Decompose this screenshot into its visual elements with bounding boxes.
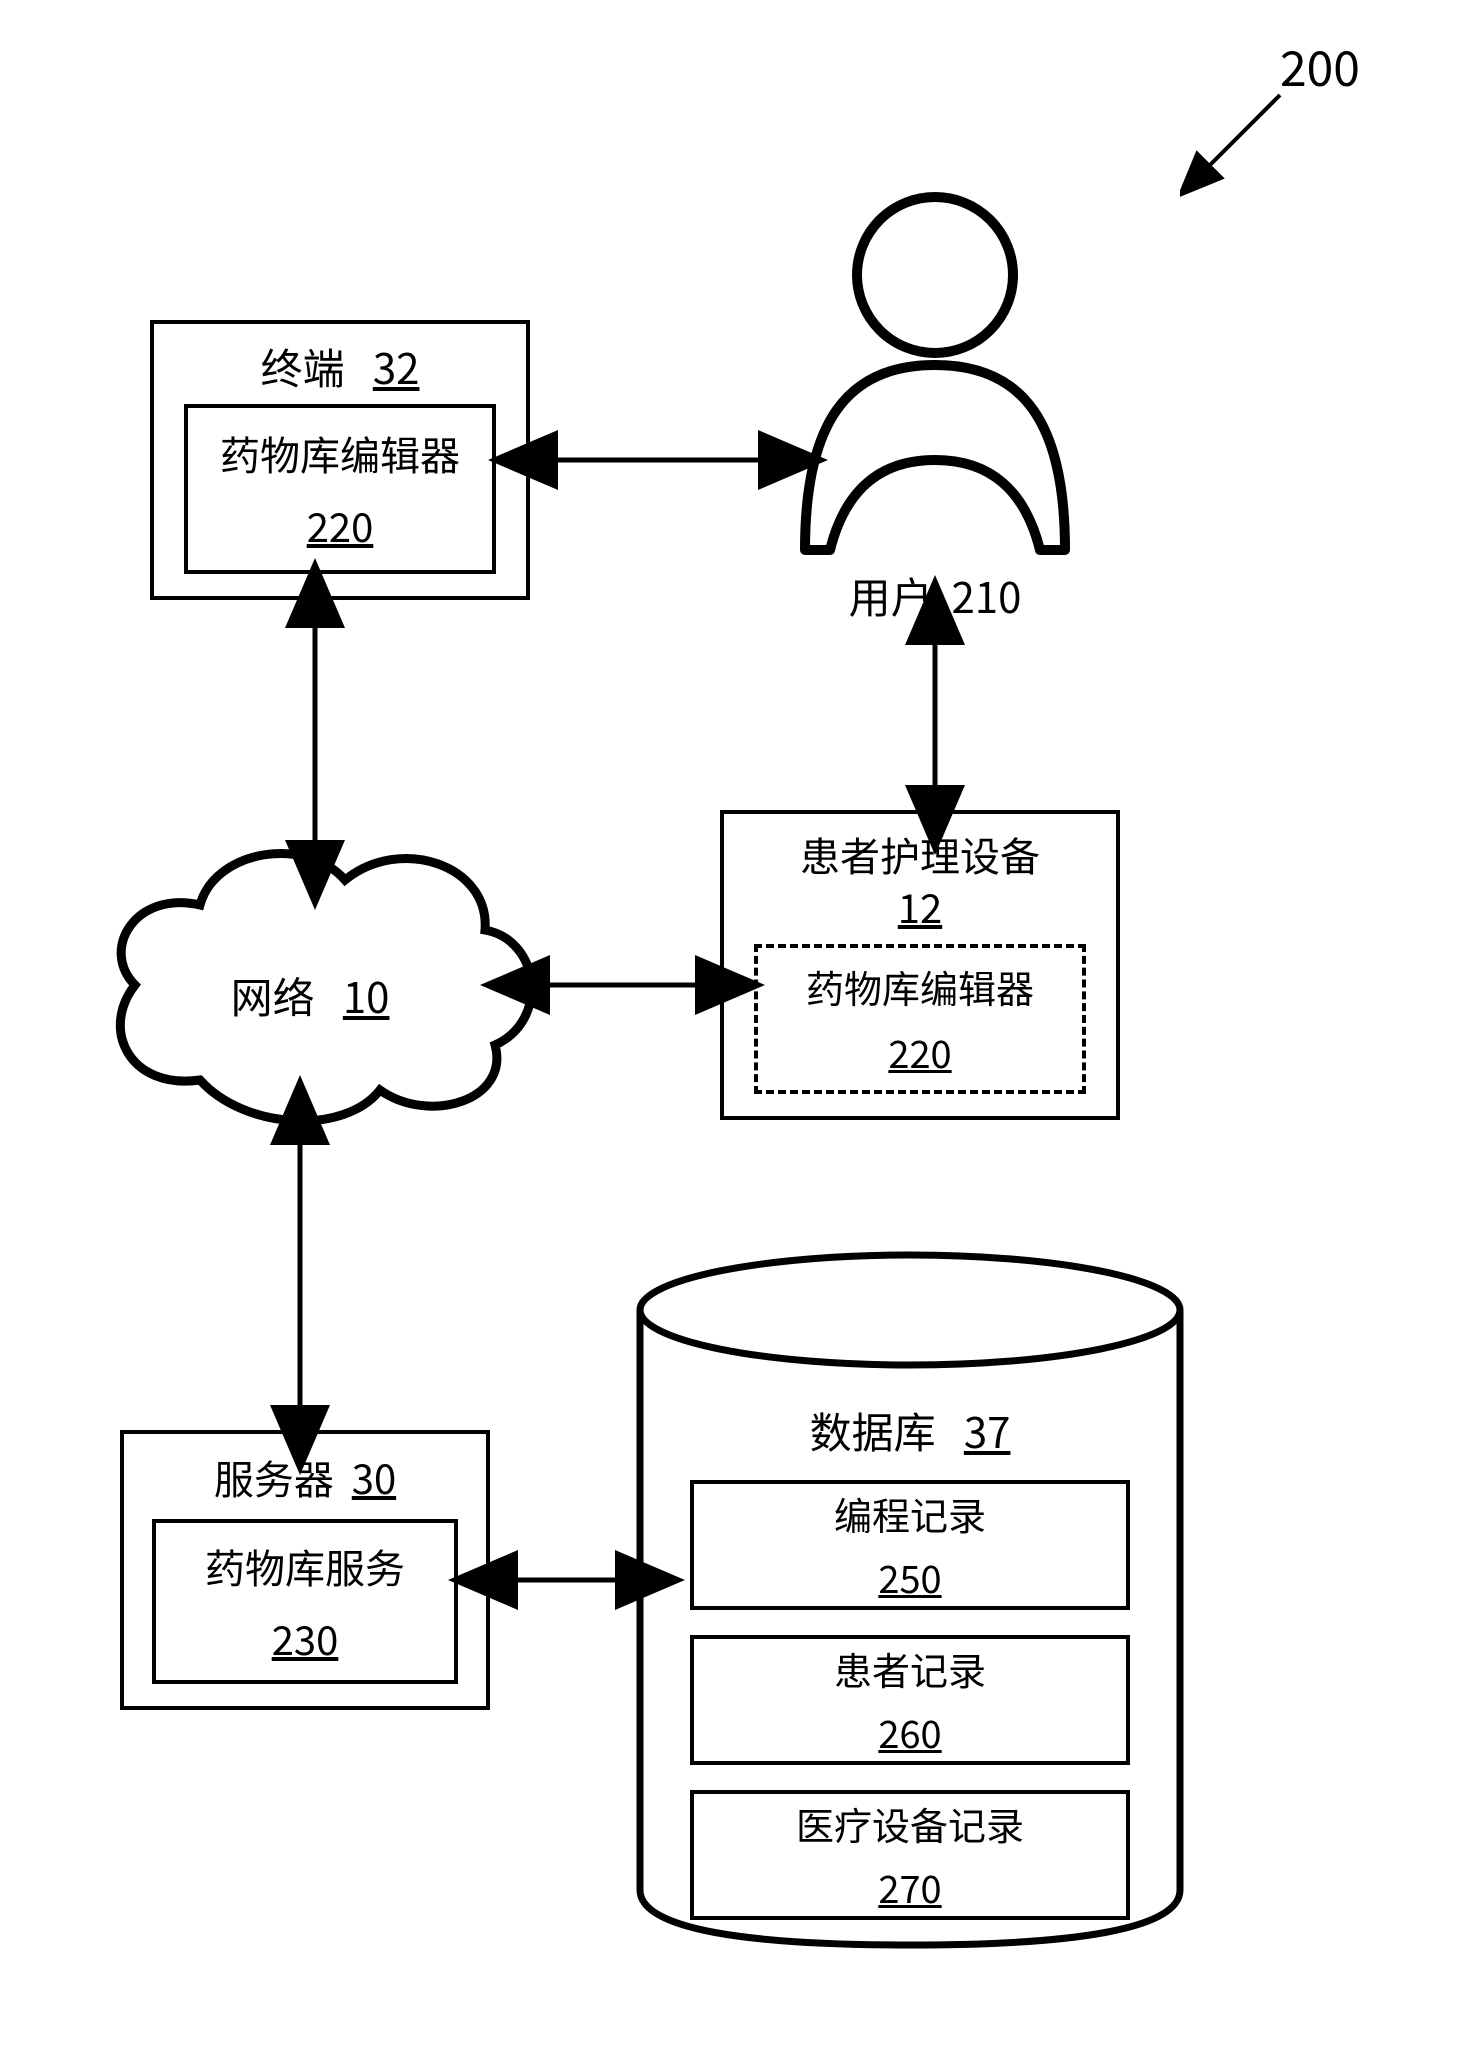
figure-arrow-icon [1180,80,1300,200]
server-inner-number: 230 [272,1609,339,1667]
database-label: 数据库 37 [630,1400,1190,1461]
patient-device-inner-title: 药物库编辑器 [806,959,1034,1014]
db-record-1: 患者记录 260 [690,1635,1130,1765]
terminal-inner-number: 220 [307,496,374,554]
db-record-1-title: 患者记录 [834,1641,986,1696]
db-record-0-number: 250 [878,1549,941,1604]
terminal-inner-title: 药物库编辑器 [220,424,460,482]
server-title: 服务器 [214,1448,334,1506]
terminal-inner-box: 药物库编辑器 220 [184,404,496,574]
server-number: 30 [352,1448,396,1506]
db-record-2-number: 270 [878,1859,941,1914]
patient-device-title: 患者护理设备 [800,828,1040,880]
patient-device-inner-number: 220 [888,1024,951,1079]
db-record-0: 编程记录 250 [690,1480,1130,1610]
user-label-text: 用户 [849,565,933,626]
db-record-2: 医疗设备记录 270 [690,1790,1130,1920]
db-record-1-number: 260 [878,1704,941,1759]
db-record-0-title: 编程记录 [834,1486,986,1541]
terminal-box: 终端 32 药物库编辑器 220 [150,320,530,600]
terminal-number: 32 [373,336,420,397]
network-number: 10 [343,965,390,1026]
patient-device-inner-box: 药物库编辑器 220 [754,944,1086,1094]
terminal-title: 终端 [261,336,345,397]
user-icon [770,180,1100,560]
server-inner-title: 药物库服务 [205,1537,405,1595]
network-title: 网络 [231,965,315,1026]
database-title: 数据库 [810,1400,936,1461]
server-inner-box: 药物库服务 230 [152,1519,458,1684]
patient-device-number: 12 [898,880,942,932]
database-number: 37 [964,1400,1011,1461]
user-label: 用户 210 [770,565,1100,626]
db-record-2-title: 医疗设备记录 [796,1796,1024,1851]
server-box: 服务器 30 药物库服务 230 [120,1430,490,1710]
patient-device-box: 患者护理设备 12 药物库编辑器 220 [720,810,1120,1120]
user-label-number: 210 [951,565,1021,626]
network-label: 网络 10 [150,965,470,1026]
